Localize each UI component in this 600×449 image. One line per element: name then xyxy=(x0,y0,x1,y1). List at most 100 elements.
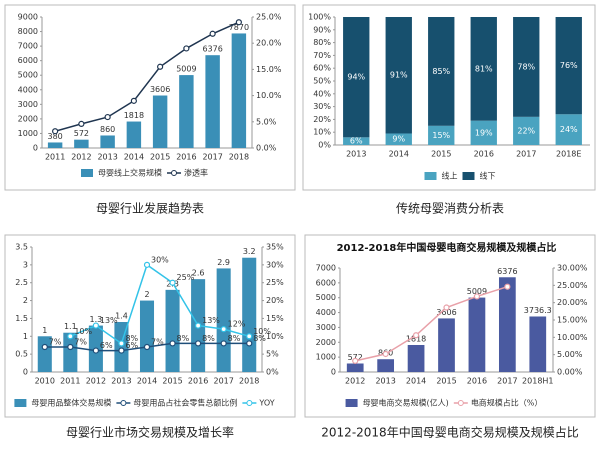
line-marker xyxy=(41,343,48,351)
data-label: 1.1 xyxy=(64,322,77,331)
caption: 母婴行业发展趋势表 xyxy=(96,201,204,216)
y-tick-label: 90% xyxy=(313,25,331,34)
bar xyxy=(468,297,486,372)
y-tick-label: 6000 xyxy=(316,278,336,287)
line-marker xyxy=(195,322,202,329)
line-marker xyxy=(67,333,74,340)
bar xyxy=(74,139,89,148)
y2-tick-label: 5.00% xyxy=(557,350,583,359)
legend-swatch xyxy=(345,399,358,407)
data-label: 7% xyxy=(74,338,87,347)
data-label: 8% xyxy=(125,334,138,343)
line-marker xyxy=(118,340,125,347)
bar xyxy=(407,344,425,372)
y-tick-label: 0 xyxy=(331,368,336,377)
legend-swatch-marker xyxy=(120,400,127,406)
x-tick-label: 2017 xyxy=(213,377,233,386)
y-tick-label: 1 xyxy=(23,332,28,341)
legend-label: 母婴线上交易规模 xyxy=(98,168,162,178)
data-label: 3.2 xyxy=(243,247,256,256)
data-label: 572 xyxy=(348,353,363,362)
x-tick-label: 2012 xyxy=(86,377,106,386)
x-tick-label: 2017 xyxy=(202,153,222,162)
y-tick-label: 3 xyxy=(23,260,28,269)
y-tick-label: 100% xyxy=(308,13,331,22)
legend-label: 母婴电商交易规模(亿人) xyxy=(363,398,449,408)
line-marker xyxy=(169,279,176,286)
chart-title: 2012-2018年中国母婴电商交易规模及规模占比 xyxy=(337,241,557,254)
x-tick-label: 2014 xyxy=(389,150,409,159)
x-tick-label: 2013 xyxy=(375,377,395,386)
legend-label: 母婴用品占社会零售总额比例 xyxy=(133,398,237,408)
y2-tick-label: 25.0% xyxy=(256,13,282,22)
data-label: 76% xyxy=(560,61,578,70)
bar xyxy=(231,33,247,148)
line-marker xyxy=(352,357,359,365)
data-label: 2.9 xyxy=(217,258,230,267)
data-label: 13% xyxy=(202,316,220,325)
bar-segment xyxy=(385,133,412,145)
x-tick-label: 2013 xyxy=(346,150,366,159)
legend-label: 电商规模占比（%） xyxy=(471,398,543,408)
bar xyxy=(165,289,180,372)
data-label: 3736.3 xyxy=(524,306,552,315)
data-label: 572 xyxy=(74,129,89,138)
y-tick-label: 0% xyxy=(318,141,331,150)
bar xyxy=(37,336,52,372)
y2-tick-label: 15% xyxy=(266,314,284,323)
data-label: 1818 xyxy=(406,334,426,343)
x-tick-label: 2014 xyxy=(406,377,426,386)
data-label: 13% xyxy=(100,316,118,325)
data-label: 860 xyxy=(100,125,115,134)
bar xyxy=(346,363,364,372)
y-tick-label: 60% xyxy=(313,64,331,73)
data-label: 25% xyxy=(177,273,195,282)
data-label: 7% xyxy=(151,338,164,347)
x-tick-label: 2014 xyxy=(124,153,144,162)
data-label: 2 xyxy=(144,290,149,299)
line-marker xyxy=(118,347,125,354)
data-label: 6376 xyxy=(497,267,517,276)
y-tick-label: 5000 xyxy=(18,71,38,80)
y-tick-label: 3.5 xyxy=(15,243,28,252)
y-tick-label: 5000 xyxy=(316,293,336,302)
line-marker xyxy=(143,261,151,268)
y2-tick-label: 0.00% xyxy=(557,368,583,377)
x-tick-label: 2013 xyxy=(97,153,117,162)
panel xyxy=(302,4,596,191)
data-label: 91% xyxy=(390,71,408,80)
data-label: 94% xyxy=(347,73,365,82)
line-marker xyxy=(443,304,450,311)
line-marker xyxy=(246,333,253,340)
legend-label: YOY xyxy=(258,399,274,408)
legend-swatch xyxy=(424,172,437,180)
bar xyxy=(377,359,395,372)
y-tick-label: 70% xyxy=(313,51,331,60)
y2-tick-label: 5.0% xyxy=(256,117,277,126)
x-tick-label: 2016 xyxy=(188,377,208,386)
line-marker xyxy=(169,340,176,347)
bar xyxy=(242,257,257,372)
x-tick-label: 2018 xyxy=(229,153,249,162)
y2-tick-label: 0% xyxy=(266,368,279,377)
legend-swatch-marker xyxy=(171,170,177,176)
y2-tick-label: 35% xyxy=(266,243,284,252)
y-tick-label: 9000 xyxy=(18,13,38,22)
x-tick-label: 2011 xyxy=(60,377,80,386)
line xyxy=(54,21,240,132)
panel xyxy=(304,234,596,418)
data-label: 8% xyxy=(228,334,241,343)
y2-tick-label: 25.00% xyxy=(557,281,588,290)
legend-label: 母婴用品整体交易规模 xyxy=(31,398,111,408)
data-label: 10% xyxy=(253,327,271,336)
bar-segment xyxy=(428,17,455,126)
bar-segment xyxy=(513,17,540,117)
data-label: 15% xyxy=(432,131,450,140)
y-tick-label: 1.5 xyxy=(15,314,28,323)
y-tick-label: 4000 xyxy=(18,85,38,94)
bar-segment xyxy=(555,17,582,115)
y-tick-label: 80% xyxy=(313,38,331,47)
data-label: 8% xyxy=(202,334,215,343)
